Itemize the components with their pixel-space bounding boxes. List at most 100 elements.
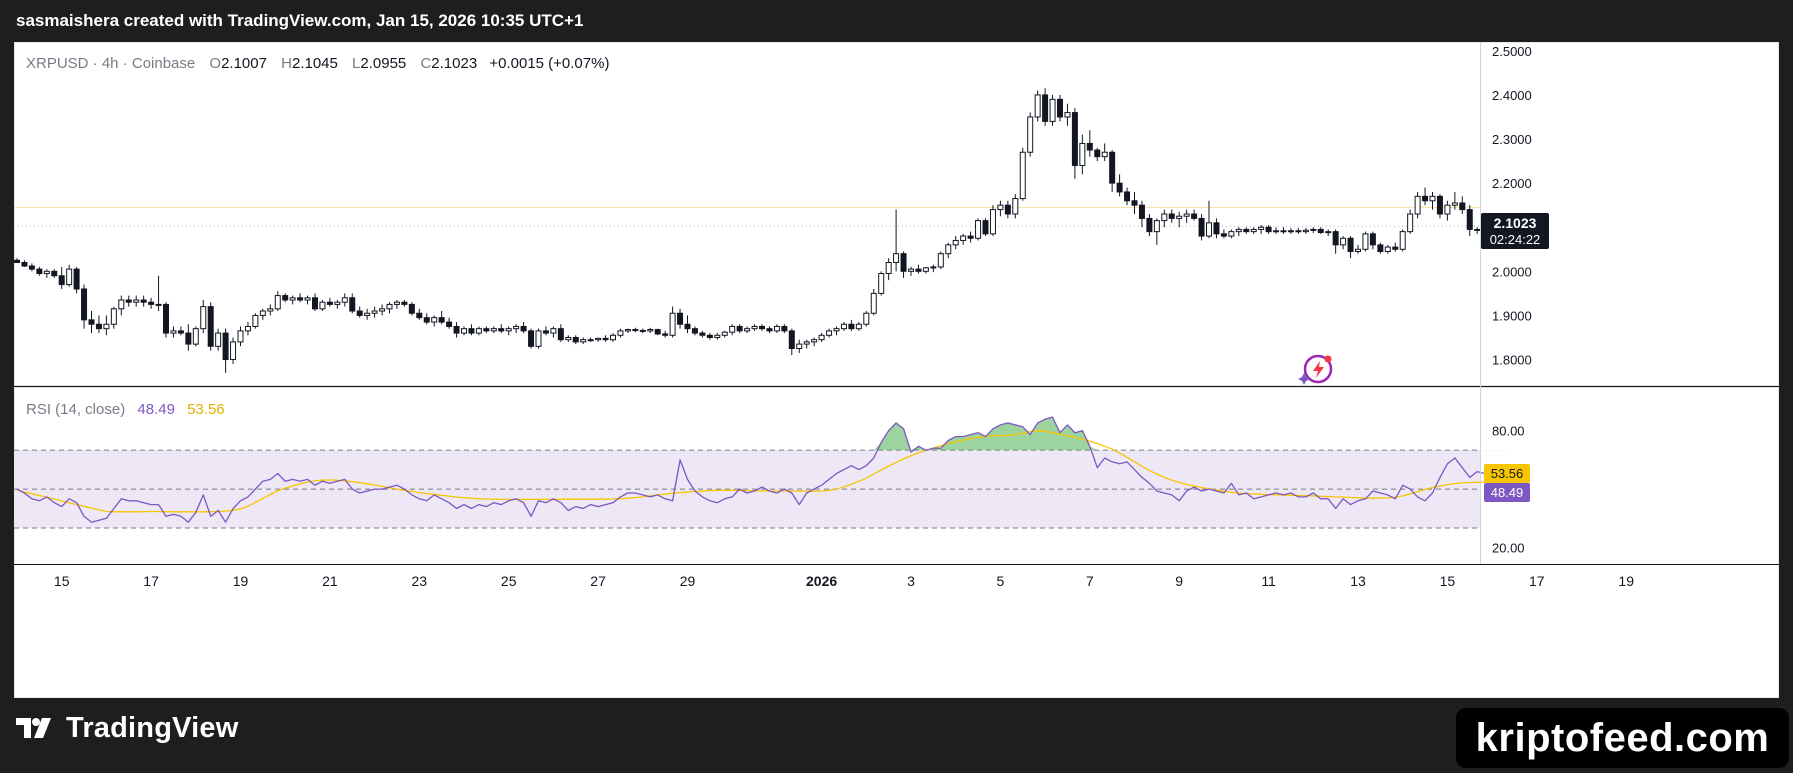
candle[interactable] <box>468 324 475 336</box>
candle[interactable] <box>1377 242 1384 254</box>
candle[interactable] <box>557 324 564 342</box>
candle[interactable] <box>1451 191 1458 210</box>
candle[interactable] <box>1474 227 1481 234</box>
candle[interactable] <box>1071 108 1078 179</box>
candle[interactable] <box>624 328 631 334</box>
candle[interactable] <box>796 339 803 353</box>
candle[interactable] <box>960 233 967 245</box>
candle[interactable] <box>1459 196 1466 214</box>
candle[interactable] <box>1325 229 1332 237</box>
candle[interactable] <box>1444 200 1451 221</box>
candle[interactable] <box>1131 191 1138 214</box>
candle[interactable] <box>274 291 281 312</box>
candle[interactable] <box>461 326 467 336</box>
candle[interactable] <box>915 264 922 274</box>
candle[interactable] <box>580 337 587 345</box>
candle[interactable] <box>326 297 333 307</box>
candle[interactable] <box>88 311 95 334</box>
candle[interactable] <box>1101 143 1108 162</box>
candle[interactable] <box>207 302 214 351</box>
candle[interactable] <box>1153 218 1160 245</box>
candle[interactable] <box>1191 209 1198 221</box>
assistant-bolt-icon[interactable] <box>1298 354 1333 386</box>
candle[interactable] <box>610 333 616 342</box>
candle[interactable] <box>1183 209 1190 223</box>
candle[interactable] <box>1124 187 1131 206</box>
candle[interactable] <box>148 297 155 309</box>
candle[interactable] <box>982 218 989 237</box>
candle[interactable] <box>662 330 669 338</box>
candle[interactable] <box>975 218 982 241</box>
candle[interactable] <box>1198 214 1205 241</box>
candle[interactable] <box>714 333 721 340</box>
candle[interactable] <box>1109 150 1116 192</box>
candle[interactable] <box>408 302 415 316</box>
candle[interactable] <box>14 258 20 264</box>
candle[interactable] <box>677 308 684 329</box>
rsi-pane[interactable] <box>14 416 1508 529</box>
candle[interactable] <box>95 315 102 334</box>
candle[interactable] <box>1168 209 1175 223</box>
candle[interactable] <box>1265 225 1272 234</box>
candle[interactable] <box>222 328 229 373</box>
candle[interactable] <box>639 328 646 334</box>
candle[interactable] <box>684 315 691 334</box>
candle[interactable] <box>952 236 959 250</box>
candle[interactable] <box>833 326 840 336</box>
candle[interactable] <box>1369 231 1376 250</box>
candle[interactable] <box>997 200 1004 217</box>
candle[interactable] <box>1057 94 1063 122</box>
candle[interactable] <box>848 319 855 331</box>
candle[interactable] <box>297 293 304 303</box>
candle[interactable] <box>818 333 825 342</box>
candle[interactable] <box>840 322 847 331</box>
candle[interactable] <box>289 295 296 305</box>
candle[interactable] <box>811 337 818 347</box>
candle[interactable] <box>1436 194 1443 219</box>
candle[interactable] <box>304 295 311 305</box>
candle[interactable] <box>483 326 490 334</box>
candle[interactable] <box>1228 229 1235 239</box>
candle[interactable] <box>259 308 266 320</box>
candle[interactable] <box>163 302 169 338</box>
candle[interactable] <box>1295 228 1302 234</box>
candle[interactable] <box>371 306 378 318</box>
candle[interactable] <box>319 300 326 312</box>
candle[interactable] <box>1347 236 1354 259</box>
candle[interactable] <box>1302 228 1309 234</box>
candle[interactable] <box>542 326 549 336</box>
candle[interactable] <box>878 271 885 296</box>
candle[interactable] <box>1146 214 1153 237</box>
candle[interactable] <box>1161 209 1168 228</box>
candle[interactable] <box>453 322 460 338</box>
candle[interactable] <box>51 269 58 278</box>
candle[interactable] <box>1392 242 1399 252</box>
candle[interactable] <box>1466 205 1473 237</box>
candle[interactable] <box>1042 88 1049 126</box>
candle[interactable] <box>1310 227 1317 233</box>
candle[interactable] <box>520 322 527 334</box>
candle[interactable] <box>617 328 624 338</box>
candle[interactable] <box>230 337 237 364</box>
candle[interactable] <box>699 330 706 338</box>
candle[interactable] <box>416 308 423 320</box>
candle[interactable] <box>1340 236 1347 250</box>
candle[interactable] <box>446 317 453 329</box>
candle[interactable] <box>81 284 88 329</box>
candle[interactable] <box>1250 227 1257 234</box>
candle[interactable] <box>1138 200 1145 228</box>
candle[interactable] <box>766 326 773 334</box>
candle[interactable] <box>1064 103 1071 126</box>
candle[interactable] <box>550 326 557 338</box>
candle[interactable] <box>855 322 862 331</box>
candle[interactable] <box>192 326 199 347</box>
candle[interactable] <box>505 326 512 336</box>
candle[interactable] <box>103 315 110 336</box>
candle[interactable] <box>1034 90 1041 122</box>
candle[interactable] <box>1355 244 1361 254</box>
candle[interactable] <box>826 328 833 338</box>
candle[interactable] <box>1027 112 1034 157</box>
candle[interactable] <box>773 324 780 334</box>
candle[interactable] <box>118 295 125 316</box>
candle[interactable] <box>647 327 654 334</box>
